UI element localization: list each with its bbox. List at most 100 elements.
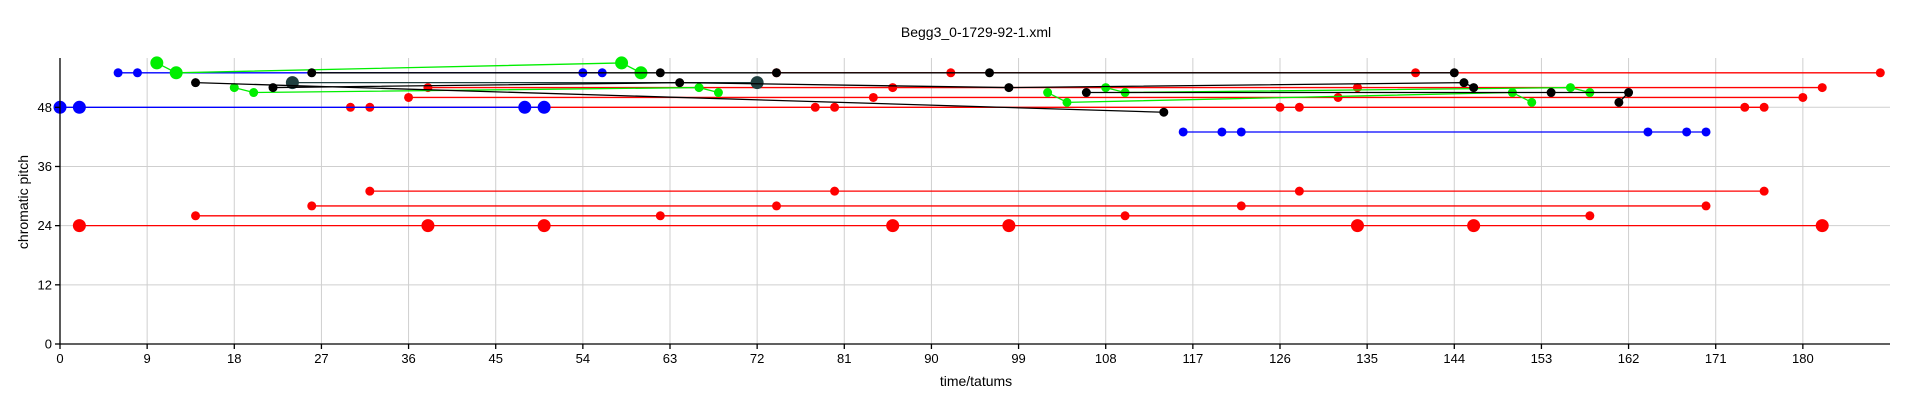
data-point — [1467, 219, 1481, 233]
data-point — [694, 83, 704, 93]
series-line — [234, 86, 719, 94]
data-point — [810, 102, 820, 112]
series-line — [1086, 91, 1631, 103]
data-point — [1682, 127, 1692, 137]
data-point — [1004, 83, 1014, 93]
x-tick-label: 108 — [1095, 351, 1117, 366]
data-point — [1759, 186, 1769, 196]
x-tick-label: 45 — [488, 351, 502, 366]
data-point — [772, 201, 782, 211]
data-point — [886, 219, 900, 233]
x-tick-label: 144 — [1443, 351, 1465, 366]
data-point — [750, 76, 764, 90]
x-tick-label: 72 — [750, 351, 764, 366]
y-tick-label: 12 — [38, 277, 52, 292]
x-tick-label: 99 — [1011, 351, 1025, 366]
x-tick-label: 171 — [1705, 351, 1727, 366]
series-green — [1101, 83, 1595, 98]
x-tick-label: 0 — [56, 351, 63, 366]
data-point — [169, 66, 183, 80]
data-point — [1159, 107, 1169, 117]
chart-title: Begg3_0-1729-92-1.xml — [901, 24, 1051, 40]
data-point — [132, 68, 142, 78]
y-tick-label: 36 — [38, 159, 52, 174]
data-point — [1459, 78, 1469, 88]
series-blue — [53, 100, 551, 114]
data-point — [537, 100, 551, 114]
series-red — [404, 92, 1808, 102]
data-point — [713, 88, 723, 98]
data-point — [1081, 88, 1091, 98]
data-point — [1178, 127, 1188, 137]
data-point — [1701, 127, 1711, 137]
series-green — [1043, 88, 1537, 107]
data-point — [830, 186, 840, 196]
data-point — [655, 68, 665, 78]
data-point — [72, 219, 86, 233]
data-point — [1701, 201, 1711, 211]
x-tick-label: 63 — [663, 351, 677, 366]
data-point — [1062, 97, 1072, 107]
data-point — [830, 102, 840, 112]
data-point — [1002, 219, 1016, 233]
series-line — [1105, 86, 1591, 94]
data-point — [191, 211, 201, 221]
data-point — [150, 56, 164, 70]
x-tick-label: 126 — [1269, 351, 1291, 366]
x-tick-label: 153 — [1531, 351, 1553, 366]
data-point — [229, 83, 239, 93]
data-point — [537, 219, 551, 233]
series-red — [365, 186, 1769, 196]
series-red — [72, 219, 1829, 233]
data-point — [1740, 102, 1750, 112]
data-point — [1449, 68, 1459, 78]
data-point — [675, 78, 685, 88]
series-red — [345, 102, 1769, 112]
axes — [59, 58, 1890, 345]
y-tick-label: 24 — [38, 218, 52, 233]
data-point — [1275, 102, 1285, 112]
x-axis-title: time/tatums — [940, 373, 1012, 389]
data-point — [1469, 83, 1479, 93]
series-black — [191, 78, 1169, 117]
data-point — [1643, 127, 1653, 137]
x-tick-label: 27 — [314, 351, 328, 366]
data-point — [1217, 127, 1227, 137]
series-line — [1047, 91, 1533, 104]
data-point — [421, 219, 435, 233]
data-point — [1817, 83, 1827, 93]
data-point — [518, 100, 532, 114]
data-point — [307, 201, 317, 211]
x-tick-label: 81 — [837, 351, 851, 366]
x-tick-label: 18 — [227, 351, 241, 366]
series-line — [195, 82, 1164, 113]
data-point — [72, 100, 86, 114]
ticks: 0 9 18 27 36 45 54 63 72 81 90 99 108 117 126 135 144 153… — [38, 100, 1814, 366]
data-point — [1759, 102, 1769, 112]
data-point — [868, 92, 878, 102]
data-point — [1546, 88, 1556, 98]
x-tick-label: 90 — [924, 351, 938, 366]
series-black — [1081, 88, 1634, 107]
data-point — [1333, 92, 1343, 102]
x-tick-label: 36 — [401, 351, 415, 366]
data-point — [249, 88, 259, 98]
data-point — [113, 68, 123, 78]
series-line — [156, 62, 642, 74]
data-point — [365, 186, 375, 196]
data-point — [1585, 211, 1595, 221]
data-point — [1350, 219, 1364, 233]
data-point — [1236, 201, 1246, 211]
y-axis-title: chromatic pitch — [15, 155, 31, 249]
data-point — [1875, 68, 1885, 78]
series-red — [191, 211, 1595, 221]
data-point — [1815, 219, 1829, 233]
data-point — [655, 211, 665, 221]
x-tick-label: 135 — [1356, 351, 1378, 366]
data-point — [1120, 211, 1130, 221]
data-point — [1565, 83, 1575, 93]
data-point — [1614, 97, 1624, 107]
x-tick-label: 180 — [1792, 351, 1814, 366]
x-tick-label: 54 — [576, 351, 590, 366]
